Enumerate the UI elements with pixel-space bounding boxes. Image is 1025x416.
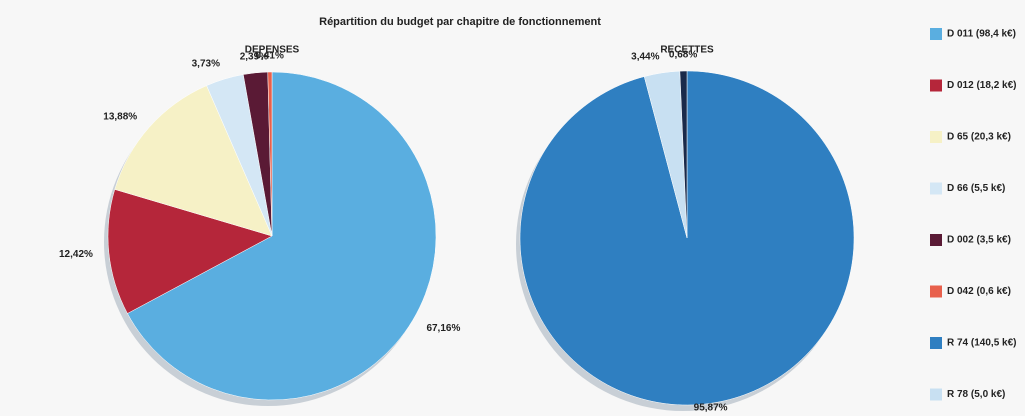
legend-label: R 74 (140,5 k€) — [947, 338, 1017, 349]
slice-label: 3,73% — [192, 58, 220, 69]
pie-slice — [114, 85, 273, 237]
slice-label: 13,88% — [103, 111, 137, 122]
legend-swatch — [930, 28, 942, 40]
slice-label: 0,41% — [256, 51, 284, 62]
slice-label: 95,87% — [694, 403, 728, 414]
slice-label: 12,42% — [59, 249, 93, 260]
pie-slice — [127, 71, 437, 401]
legend-swatch — [930, 79, 942, 92]
legend-label: D 65 (20,3 k€) — [947, 132, 1011, 143]
legend-swatch — [930, 234, 942, 246]
slice-label: 2,39% — [240, 52, 268, 63]
pie-subtitle: RECETTES — [660, 45, 714, 56]
legend-label: D 66 (5,5 k€) — [947, 183, 1005, 194]
legend-label: D 002 (3,5 k€) — [947, 235, 1011, 246]
legend-label: R 78 (5,0 k€) — [947, 389, 1005, 400]
legend-swatch — [930, 182, 942, 195]
legend-label: D 012 (18,2 k€) — [947, 80, 1017, 91]
legend-swatch — [930, 388, 942, 401]
pie-slice — [107, 189, 273, 314]
slice-label: 0,68% — [669, 50, 697, 61]
legend-swatch — [930, 337, 942, 349]
chart-title: Répartition du budget par chapitre de fo… — [319, 16, 601, 28]
legend-label: D 011 (98,4 k€) — [947, 29, 1016, 40]
legend-swatch — [930, 285, 942, 298]
legend-label: D 042 (0,6 k€) — [947, 286, 1011, 297]
slice-label: 3,44% — [631, 52, 659, 63]
slice-label: 67,16% — [426, 323, 460, 334]
pie-slice — [267, 71, 273, 237]
pie-subtitle: DEPENSES — [245, 45, 300, 56]
pie-slice — [679, 70, 688, 239]
legend-swatch — [930, 131, 942, 143]
